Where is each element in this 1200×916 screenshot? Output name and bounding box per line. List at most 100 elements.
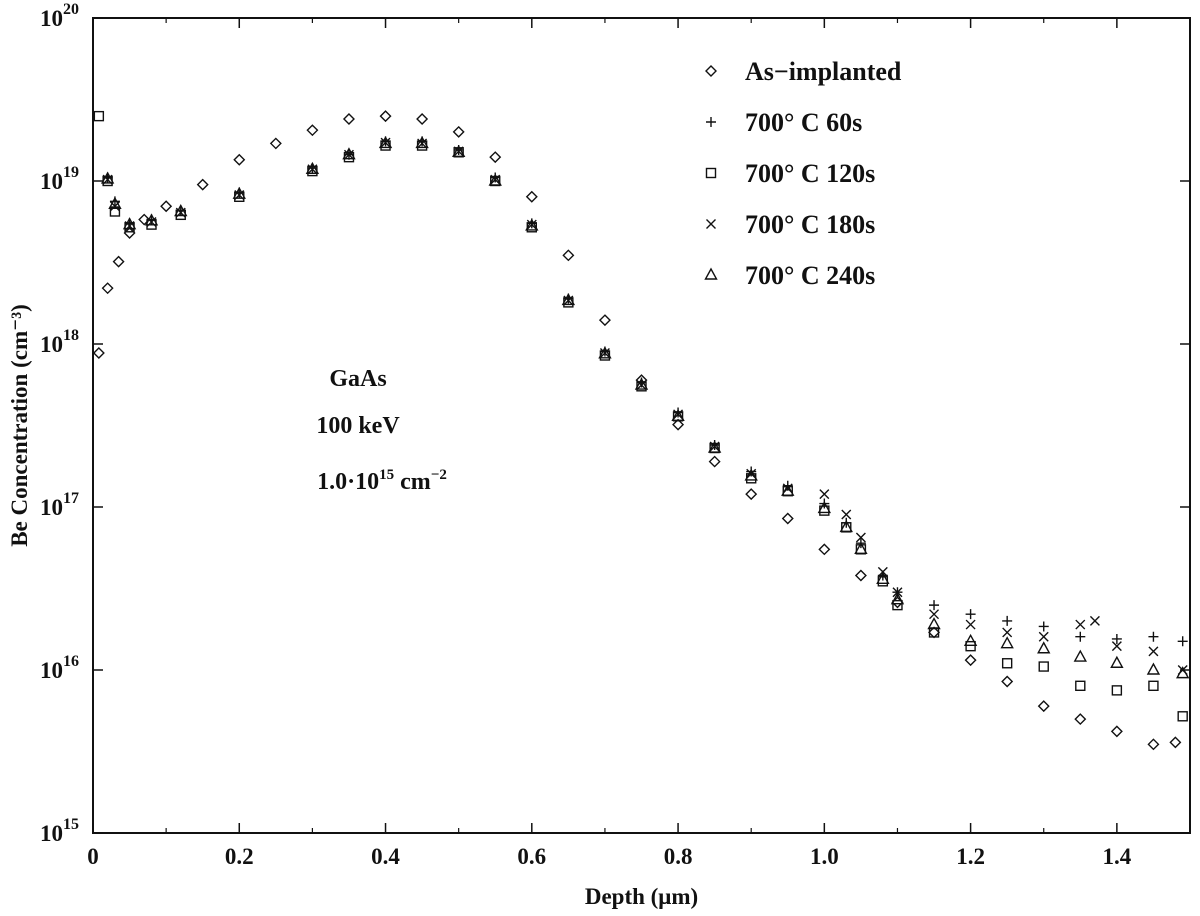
data-point-diamond xyxy=(708,455,721,468)
y-tick-label: 1020 xyxy=(40,1,79,31)
data-point-diamond xyxy=(525,190,538,203)
axis-ticks xyxy=(92,17,1190,834)
data-point-triangle xyxy=(525,218,539,231)
data-point-triangle xyxy=(707,440,722,453)
data-point-triangle xyxy=(1176,666,1190,679)
data-point-cross xyxy=(819,489,830,500)
data-point-triangle xyxy=(817,500,832,514)
x-tick-label: 0.8 xyxy=(664,844,693,869)
y-tick-label: 1015 xyxy=(40,816,79,846)
data-point-triangle xyxy=(634,377,649,390)
data-point-diamond xyxy=(233,153,246,166)
data-point-diamond xyxy=(745,488,758,501)
x-tick-label: 1.2 xyxy=(956,844,985,869)
data-point-cross xyxy=(855,532,866,543)
data-point-triangle xyxy=(744,468,758,481)
sample-annotation: GaAs 100 keV 1.0·1015 cm−2 xyxy=(316,366,447,495)
data-point-plus xyxy=(746,466,757,477)
legend-label: As−implanted xyxy=(745,57,902,86)
data-point-triangle xyxy=(598,346,612,359)
data-point-cross xyxy=(343,149,354,160)
data-point-triangle xyxy=(1073,649,1087,662)
x-tick-label: 1.0 xyxy=(810,844,839,869)
x-tick-label: 0.4 xyxy=(371,844,400,869)
y-tick-base: 10 xyxy=(40,6,63,31)
series-square xyxy=(93,110,1188,722)
data-point-triangle xyxy=(342,147,356,160)
y-tick-base: 10 xyxy=(40,658,63,683)
data-point-cross xyxy=(929,609,940,620)
data-point-cross xyxy=(526,219,537,230)
plot-frame xyxy=(92,17,1191,834)
series-cross xyxy=(102,137,1188,675)
legend: As−implanted 700° C 60s 700° C 120s 700° C … xyxy=(704,57,902,290)
x-tick-label: 0.6 xyxy=(517,844,546,869)
data-point-cross xyxy=(1148,646,1159,657)
legend-label: 700° C 240s xyxy=(745,261,875,290)
data-point-square xyxy=(93,110,105,122)
data-point-cross xyxy=(1075,619,1086,630)
data-point-diamond xyxy=(1001,675,1014,688)
plot-area xyxy=(92,17,1191,834)
data-point-triangle xyxy=(1037,641,1051,654)
data-point-triangle xyxy=(1000,636,1014,649)
data-point-diamond xyxy=(489,151,502,164)
data-point-diamond xyxy=(306,124,319,137)
data-point-diamond xyxy=(1147,738,1160,751)
data-point-square xyxy=(1177,711,1188,722)
y-tick-label: 1019 xyxy=(40,164,79,194)
data-point-cross xyxy=(1002,627,1013,638)
data-point-plus xyxy=(965,609,976,620)
legend-label: 700° C 120s xyxy=(745,159,875,188)
x-tick-label: 0 xyxy=(87,844,99,869)
data-point-diamond xyxy=(781,512,794,525)
data-point-diamond xyxy=(818,543,831,556)
y-tick-exponent: 15 xyxy=(63,816,79,833)
data-point-diamond xyxy=(416,113,429,126)
data-point-diamond xyxy=(196,178,209,191)
data-point-triangle xyxy=(839,519,853,533)
data-point-diamond xyxy=(1110,725,1123,738)
x-axis-label: Depth (μm) xyxy=(585,884,698,909)
data-point-cross xyxy=(1089,615,1100,626)
data-point-triangle xyxy=(781,483,795,496)
data-point-square xyxy=(1001,658,1013,669)
data-point-cross xyxy=(709,441,720,452)
data-point-square xyxy=(965,640,976,652)
y-tick-label: 1018 xyxy=(40,327,79,357)
data-point-cross xyxy=(599,348,610,359)
annotation-energy: 100 keV xyxy=(316,413,400,439)
data-point-square xyxy=(1111,685,1123,696)
x-tick-label: 1.4 xyxy=(1102,844,1131,869)
data-point-diamond xyxy=(112,255,125,268)
y-tick-exponent: 20 xyxy=(63,1,79,18)
annotation-dose-exp: 15 xyxy=(379,467,394,483)
data-point-cross xyxy=(307,164,318,175)
data-point-diamond xyxy=(1037,700,1050,713)
legend-marker-cross xyxy=(706,219,716,229)
data-point-triangle xyxy=(415,135,429,149)
legend-marker-diamond xyxy=(705,65,717,77)
data-point-diamond xyxy=(964,654,977,667)
data-point-square xyxy=(928,627,940,638)
data-point-cross xyxy=(1111,641,1122,652)
data-point-triangle xyxy=(963,633,978,646)
data-point-square xyxy=(1148,680,1159,691)
data-point-triangle xyxy=(876,571,890,585)
data-point-cross xyxy=(1038,631,1049,642)
y-tick-exponent: 17 xyxy=(63,490,79,507)
y-tick-label: 1017 xyxy=(40,490,79,520)
data-point-square xyxy=(1075,680,1086,691)
x-tick-label: 0.2 xyxy=(225,844,254,869)
data-point-diamond xyxy=(379,110,392,123)
data-point-cross xyxy=(636,380,647,391)
y-tick-exponent: 18 xyxy=(63,327,79,344)
data-point-triangle xyxy=(854,541,868,555)
y-tick-base: 10 xyxy=(40,821,63,846)
legend-marker-square xyxy=(705,167,717,179)
data-point-square xyxy=(1038,661,1049,672)
annotation-dose-unit: cm xyxy=(394,469,431,495)
data-point-triangle xyxy=(488,173,502,186)
legend-marker-plus xyxy=(706,117,716,127)
